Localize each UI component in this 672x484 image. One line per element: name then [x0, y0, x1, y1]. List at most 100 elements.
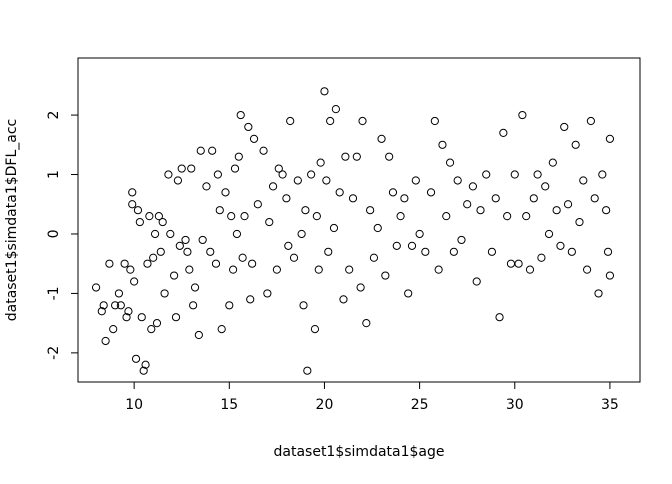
- y-tick-label: -1: [46, 286, 62, 300]
- point: [259, 146, 268, 155]
- point: [598, 170, 607, 179]
- point: [510, 170, 519, 179]
- point: [124, 307, 133, 316]
- point: [227, 212, 236, 221]
- point: [128, 188, 137, 197]
- point: [171, 313, 181, 322]
- point: [282, 194, 291, 203]
- point: [434, 265, 443, 274]
- point: [246, 295, 255, 304]
- point: [152, 319, 162, 328]
- point: [91, 283, 101, 292]
- point: [183, 247, 192, 256]
- point: [335, 188, 344, 197]
- point: [320, 87, 329, 96]
- point: [529, 194, 538, 203]
- point: [286, 116, 295, 126]
- point: [548, 158, 557, 167]
- point: [341, 152, 350, 161]
- point: [381, 271, 390, 280]
- point: [190, 283, 200, 292]
- x-tick-label: 10: [125, 397, 143, 413]
- point: [170, 271, 179, 280]
- point: [312, 212, 321, 221]
- point: [303, 366, 312, 375]
- point: [116, 301, 125, 310]
- point: [126, 265, 135, 274]
- point: [463, 200, 472, 209]
- point: [385, 152, 394, 161]
- point: [120, 259, 129, 268]
- point: [421, 247, 430, 256]
- point: [522, 212, 531, 221]
- point: [567, 247, 576, 256]
- point: [329, 223, 339, 233]
- point: [537, 253, 546, 262]
- point: [339, 295, 348, 304]
- point: [215, 206, 224, 215]
- point: [160, 289, 169, 298]
- point: [322, 176, 331, 185]
- point: [388, 188, 398, 197]
- point: [603, 247, 613, 256]
- point: [326, 116, 335, 126]
- point: [263, 289, 272, 298]
- point: [482, 170, 491, 179]
- point: [177, 164, 186, 173]
- point: [217, 324, 226, 334]
- point: [438, 140, 447, 149]
- point: [221, 188, 230, 197]
- point: [316, 158, 325, 167]
- point: [244, 122, 253, 132]
- point: [143, 259, 152, 268]
- point: [468, 182, 478, 191]
- point: [133, 206, 143, 215]
- point: [415, 229, 424, 239]
- point: [356, 283, 365, 292]
- point: [265, 217, 274, 227]
- point: [594, 289, 603, 298]
- point: [586, 116, 595, 126]
- point: [101, 336, 110, 346]
- point: [189, 301, 198, 310]
- point: [158, 217, 167, 227]
- point: [518, 110, 527, 120]
- point: [149, 253, 158, 262]
- point: [411, 176, 420, 185]
- point: [445, 158, 455, 167]
- point: [284, 241, 293, 250]
- point: [449, 247, 458, 256]
- point: [175, 241, 184, 250]
- y-tick-label: 0: [46, 230, 62, 239]
- x-tick-label: 30: [506, 397, 524, 413]
- point: [293, 176, 302, 185]
- point: [114, 289, 124, 298]
- point: [352, 152, 361, 161]
- point: [268, 182, 278, 191]
- point: [560, 122, 569, 132]
- point: [274, 164, 283, 173]
- point: [122, 313, 131, 322]
- point: [426, 188, 436, 197]
- point: [130, 277, 139, 286]
- point: [377, 134, 386, 143]
- point: [141, 360, 150, 369]
- point: [145, 212, 154, 221]
- point: [525, 265, 535, 274]
- point: [499, 128, 508, 138]
- point: [345, 265, 354, 274]
- point: [407, 241, 417, 250]
- point: [575, 217, 584, 227]
- point: [147, 324, 156, 334]
- point: [605, 271, 615, 280]
- point: [400, 194, 409, 203]
- point: [563, 200, 573, 209]
- point: [164, 170, 173, 179]
- point: [156, 247, 165, 256]
- point: [289, 253, 299, 262]
- point: [139, 366, 148, 375]
- point: [590, 194, 599, 203]
- x-tick-label: 35: [601, 397, 619, 413]
- point: [196, 146, 205, 155]
